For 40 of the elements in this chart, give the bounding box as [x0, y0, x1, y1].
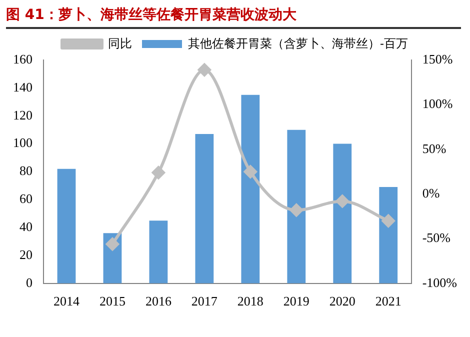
y-tick-label: 140	[13, 79, 32, 94]
legend-label: 其他佐餐开胃菜（含萝卜、海带丝）-百万	[188, 36, 408, 50]
legend-label: 同比	[108, 36, 132, 50]
point	[290, 204, 303, 217]
point	[336, 194, 349, 208]
y-tick-label: 0	[26, 274, 32, 290]
y2-tick-label: -50%	[422, 230, 451, 246]
bar	[333, 144, 352, 284]
y-tick-label: 100	[13, 135, 32, 150]
point	[106, 238, 119, 251]
x-tick-label: 2019	[283, 294, 310, 309]
x-tick-label: 2016	[145, 294, 172, 309]
y2-tick-label: -100%	[422, 274, 458, 290]
y2-tick-label: 100%	[422, 96, 453, 112]
y-tick-label: 160	[13, 51, 32, 66]
bar	[241, 94, 260, 284]
point	[198, 63, 211, 76]
bar	[379, 187, 398, 284]
x-tick-label: 2018	[237, 294, 264, 309]
x-tick-label: 2021	[375, 294, 402, 309]
bar	[149, 220, 168, 284]
y-tick-label: 60	[20, 191, 32, 206]
x-tick-label: 2014	[53, 294, 80, 309]
y-tick-label: 40	[20, 218, 32, 234]
x-tick-label: 2015	[99, 294, 126, 309]
point	[152, 166, 165, 180]
y2-tick-label: 0%	[422, 185, 440, 200]
y-tick-label: 80	[20, 163, 32, 178]
x-tick-label: 2020	[329, 294, 356, 309]
x-tick-label: 2017	[191, 294, 218, 309]
y-tick-label: 120	[13, 107, 32, 122]
bar	[195, 134, 214, 284]
chart-title: 图 41：萝卜、海带丝等佐餐开胃菜营收波动大	[6, 6, 461, 29]
y2-tick-label: 150%	[422, 51, 453, 66]
bar	[287, 130, 306, 284]
y-tick-label: 20	[20, 246, 32, 262]
point	[382, 214, 395, 228]
point	[244, 165, 257, 178]
y2-tick-label: 50%	[422, 140, 446, 156]
bar	[57, 168, 76, 284]
